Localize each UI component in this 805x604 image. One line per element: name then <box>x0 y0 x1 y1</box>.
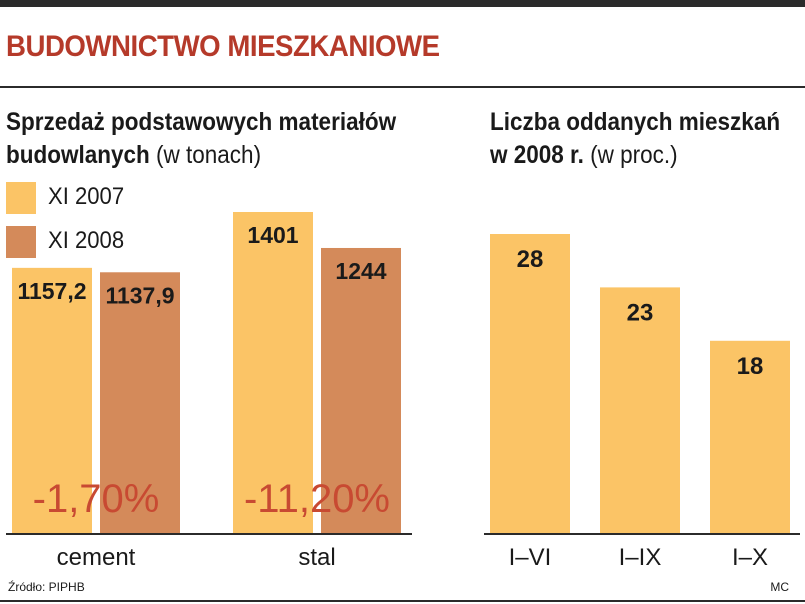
category-label-cement: cement <box>57 544 136 571</box>
legend-swatch-2008 <box>6 226 36 258</box>
left-bar-chart: 1157,2 1137,9 -1,70% cement 1401 1244 -11,20% s… <box>6 212 412 571</box>
category-label-stal: stal <box>298 544 335 571</box>
legend-label-2007: XI 2007 <box>48 183 125 210</box>
bar-I–VI <box>490 234 570 533</box>
bar-value-label: 1401 <box>247 222 298 248</box>
left-chart-title-line1: Sprzedaż podstawowych materiałów <box>6 108 397 136</box>
title-divider <box>0 86 805 88</box>
change-label-cement: -1,70% <box>33 477 160 521</box>
category-label: I–VI <box>509 544 552 571</box>
left-chart-unit: (w tonach) <box>156 141 262 169</box>
top-rule <box>0 0 805 7</box>
right-chart-title: Liczba oddanych mieszkań w 2008 r. (w pr… <box>490 106 780 172</box>
category-label: I–X <box>732 544 768 571</box>
bar-value-label: 18 <box>737 353 764 380</box>
right-chart-unit: (w proc.) <box>590 141 678 169</box>
legend-swatch-2007 <box>6 182 36 214</box>
right-chart-title-line1: Liczba oddanych mieszkań <box>490 108 781 136</box>
bar-value-label: 1157,2 <box>17 278 86 304</box>
bar-stal-2008 <box>321 247 401 533</box>
bar-value-label: 1137,9 <box>105 282 174 308</box>
right-chart-title-line2: w 2008 r. <box>490 141 584 169</box>
bar-cement-2007 <box>12 267 92 533</box>
category-label: I–IX <box>619 544 662 571</box>
bar-cement-2008 <box>100 272 180 533</box>
left-chart-title-line2: budowlanych <box>6 141 150 169</box>
page-title: BUDOWNICTWO MIESZKANIOWE <box>6 30 440 63</box>
right-bar-chart: 28 I–VI 23 I–IX 18 I–X <box>484 234 800 571</box>
legend-label-2008: XI 2008 <box>48 227 125 254</box>
author-initials: MC <box>770 580 789 594</box>
bar-value-label: 23 <box>627 299 654 326</box>
source-note: Źródło: PIPHB <box>8 580 85 594</box>
bar-value-label: 1244 <box>335 258 386 284</box>
left-chart-title: Sprzedaż podstawowych materiałów budowla… <box>6 106 396 172</box>
bar-I–X <box>710 340 790 533</box>
bar-stal-2007 <box>233 212 313 533</box>
bar-value-label: 28 <box>517 246 544 273</box>
change-label-stal: -11,20% <box>244 477 390 521</box>
bottom-rule <box>0 600 805 602</box>
bar-I–IX <box>600 287 680 533</box>
